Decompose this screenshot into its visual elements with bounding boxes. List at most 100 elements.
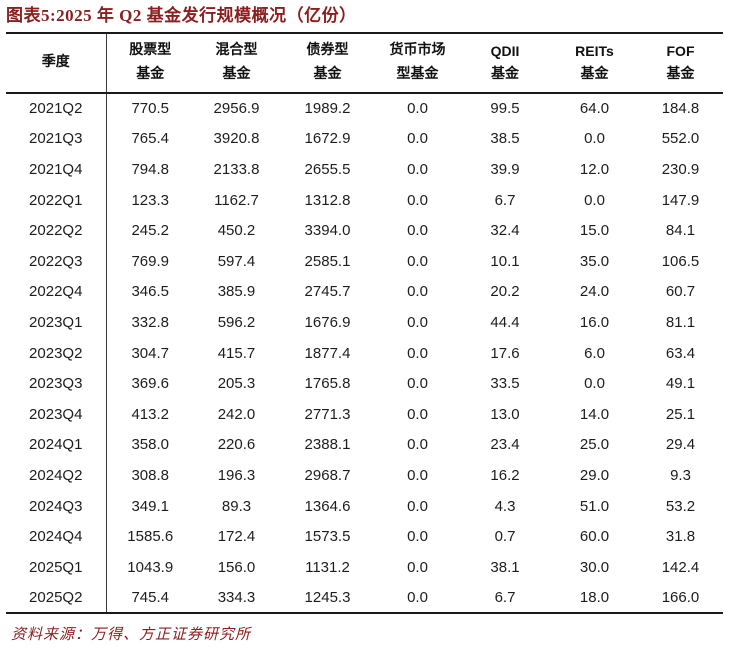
value-cell-money-market-fund: 0.0 <box>407 588 428 606</box>
value-cell-reits-fund: 25.0 <box>579 436 610 454</box>
value-cell-hybrid-fund: 220.6 <box>217 436 256 454</box>
table-row: 2024Q2 308.8 196.3 2968.7 0.0 16.2 29.0 9.3 <box>6 460 723 491</box>
value-cell-bond-fund: 2968.7 <box>304 466 351 484</box>
value-cell-money-market-fund: 0.0 <box>407 558 428 576</box>
value-cell-fof-fund: 25.1 <box>665 405 696 423</box>
value-cell-hybrid-fund: 205.3 <box>217 375 256 393</box>
table-row: 2023Q1 332.8 596.2 1676.9 0.0 44.4 16.0 81.1 <box>6 307 723 338</box>
table-row: 2022Q2 245.2 450.2 3394.0 0.0 32.4 15.0 84.1 <box>6 215 723 246</box>
value-cell-qdii-fund: 38.5 <box>490 130 520 148</box>
value-cell-hybrid-fund: 415.7 <box>217 344 256 362</box>
quarter-cell: 2022Q3 <box>6 245 107 277</box>
value-cell-bond-fund: 1312.8 <box>304 191 351 209</box>
value-cell-bond-fund: 2771.3 <box>304 405 351 423</box>
table-row: 2022Q1 123.3 1162.7 1312.8 0.0 6.7 0.0 147.9 <box>6 184 723 216</box>
value-cell-qdii-fund: 0.7 <box>494 528 516 546</box>
value-cell-money-market-fund: 0.0 <box>407 252 428 270</box>
table-row: 2025Q2 745.4 334.3 1245.3 0.0 6.7 18.0 166.0 <box>6 582 723 614</box>
value-cell-hybrid-fund: 2133.8 <box>213 160 260 178</box>
table-row: 2024Q1 358.0 220.6 2388.1 0.0 23.4 25.0 29.4 <box>6 429 723 461</box>
quarter-cell: 2021Q3 <box>6 123 107 155</box>
value-cell-money-market-fund: 0.0 <box>407 130 428 148</box>
value-cell-fof-fund: 142.4 <box>661 558 700 576</box>
value-cell-qdii-fund: 10.1 <box>490 252 520 270</box>
value-cell-reits-fund: 0.0 <box>584 191 605 209</box>
column-header-fof-fund: FOF 基金 <box>638 33 723 93</box>
value-cell-qdii-fund: 16.2 <box>490 466 520 484</box>
table-row: 2024Q3 349.1 89.3 1364.6 0.0 4.3 51.0 53.2 <box>6 490 723 522</box>
table-row: 2022Q3 769.9 597.4 2585.1 0.0 10.1 35.0 106.5 <box>6 245 723 277</box>
table-row: 2023Q2 304.7 415.7 1877.4 0.0 17.6 6.0 63.4 <box>6 337 723 369</box>
value-cell-money-market-fund: 0.0 <box>407 222 428 240</box>
column-header-line2: 基金 <box>491 67 519 82</box>
value-cell-bond-fund: 1676.9 <box>304 313 351 331</box>
value-cell-equity-fund: 769.9 <box>131 252 170 270</box>
value-cell-reits-fund: 29.0 <box>579 466 610 484</box>
quarter-cell: 2021Q2 <box>6 93 107 124</box>
figure-title: 图表5:2025 年 Q2 基金发行规模概况（亿份） <box>6 6 357 25</box>
value-cell-reits-fund: 15.0 <box>579 222 610 240</box>
table-row: 2021Q2 770.5 2956.9 1989.2 0.0 99.5 64.0 184.8 <box>6 93 723 124</box>
value-cell-bond-fund: 3394.0 <box>304 222 351 240</box>
value-cell-equity-fund: 794.8 <box>131 160 170 178</box>
value-cell-reits-fund: 64.0 <box>579 100 610 118</box>
table-header: 季度 股票型 基金 混合型 基金 债券型 基金 货币市场 型基金 QDII 基金 REITs 基金 FOF… <box>6 33 723 93</box>
value-cell-reits-fund: 51.0 <box>579 497 610 515</box>
quarter-cell: 2021Q4 <box>6 154 107 185</box>
column-header-line2: 基金 <box>313 67 342 82</box>
value-cell-bond-fund: 1245.3 <box>304 588 351 606</box>
value-cell-equity-fund: 1585.6 <box>127 528 174 546</box>
value-cell-money-market-fund: 0.0 <box>407 191 428 209</box>
value-cell-equity-fund: 304.7 <box>131 344 170 362</box>
value-cell-fof-fund: 9.3 <box>670 466 691 484</box>
column-header-equity-fund: 股票型 基金 <box>106 33 194 93</box>
value-cell-reits-fund: 0.0 <box>584 375 605 393</box>
value-cell-bond-fund: 1364.6 <box>304 497 351 515</box>
quarter-cell: 2024Q3 <box>6 490 107 522</box>
column-header-line2: 基金 <box>136 67 165 82</box>
value-cell-reits-fund: 0.0 <box>584 130 605 148</box>
value-cell-qdii-fund: 99.5 <box>490 100 520 118</box>
quarter-cell: 2024Q4 <box>6 521 107 552</box>
value-cell-hybrid-fund: 385.9 <box>217 283 256 301</box>
value-cell-fof-fund: 81.1 <box>665 313 696 331</box>
value-cell-equity-fund: 358.0 <box>131 436 170 454</box>
value-cell-bond-fund: 1573.5 <box>304 528 351 546</box>
value-cell-money-market-fund: 0.0 <box>407 313 428 331</box>
column-header-line1: 货币市场 <box>389 43 446 58</box>
table-row: 2021Q4 794.8 2133.8 2655.5 0.0 39.9 12.0 230.9 <box>6 154 723 185</box>
column-header-line2: 基金 <box>222 67 251 82</box>
value-cell-fof-fund: 60.7 <box>665 283 696 301</box>
quarter-cell: 2025Q1 <box>6 551 107 583</box>
value-cell-hybrid-fund: 172.4 <box>217 528 256 546</box>
value-cell-reits-fund: 6.0 <box>584 344 605 362</box>
quarter-cell: 2023Q2 <box>6 337 107 369</box>
value-cell-qdii-fund: 33.5 <box>490 375 520 393</box>
value-cell-equity-fund: 245.2 <box>131 222 170 240</box>
value-cell-reits-fund: 24.0 <box>579 283 610 301</box>
value-cell-qdii-fund: 20.2 <box>490 283 520 301</box>
value-cell-fof-fund: 31.8 <box>665 528 696 546</box>
column-header-line1: 股票型 <box>129 43 172 58</box>
value-cell-hybrid-fund: 156.0 <box>217 558 256 576</box>
column-header-bond-fund: 债券型 基金 <box>279 33 376 93</box>
quarter-cell: 2024Q1 <box>6 429 107 461</box>
value-cell-qdii-fund: 38.1 <box>490 558 520 576</box>
value-cell-qdii-fund: 32.4 <box>490 222 520 240</box>
value-cell-fof-fund: 166.0 <box>661 588 700 606</box>
column-header-reits-fund: REITs 基金 <box>551 33 638 93</box>
value-cell-qdii-fund: 13.0 <box>490 405 520 423</box>
column-header-line1: QDII <box>490 43 520 59</box>
value-cell-hybrid-fund: 334.3 <box>217 588 256 606</box>
value-cell-equity-fund: 770.5 <box>131 100 170 118</box>
quarter-cell: 2023Q3 <box>6 368 107 399</box>
column-header-line1: 债券型 <box>306 43 349 58</box>
fund-issuance-table: 季度 股票型 基金 混合型 基金 债券型 基金 货币市场 型基金 QDII 基金 REITs 基金 FOF… <box>6 32 723 615</box>
quarter-cell: 2022Q1 <box>6 184 107 216</box>
value-cell-fof-fund: 106.5 <box>661 252 700 270</box>
value-cell-bond-fund: 2388.1 <box>304 436 351 454</box>
quarter-cell: 2023Q1 <box>6 307 107 338</box>
value-cell-money-market-fund: 0.0 <box>407 528 428 546</box>
value-cell-bond-fund: 1672.9 <box>304 130 351 148</box>
